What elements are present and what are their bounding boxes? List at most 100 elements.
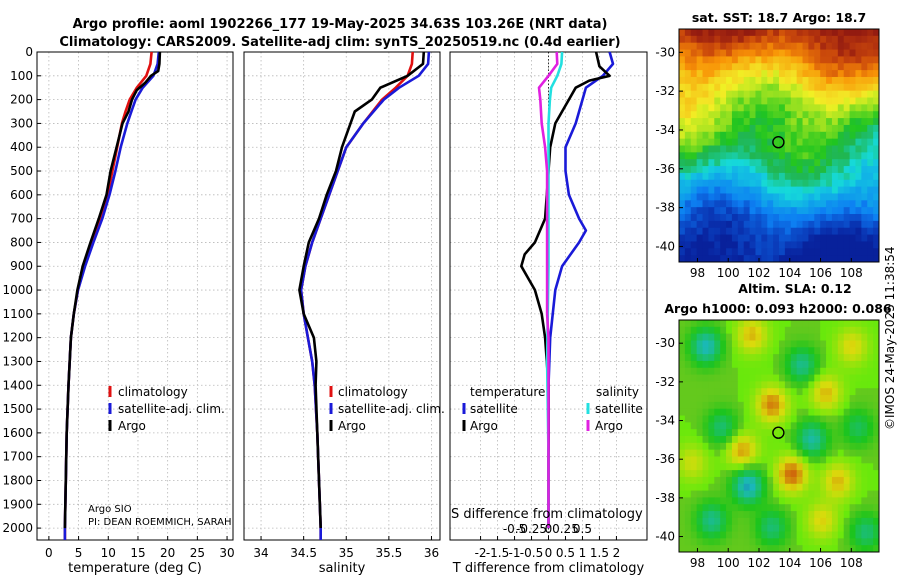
- heatmap-cell: [720, 166, 727, 174]
- heatmap-cell: [849, 524, 856, 533]
- heatmap-cell: [708, 214, 715, 222]
- heatmap-cell: [861, 159, 868, 167]
- heatmap-cell: [684, 63, 692, 71]
- heatmap-cell: [702, 476, 709, 485]
- heatmap-cell: [831, 367, 839, 376]
- heatmap-cell: [867, 517, 874, 526]
- heatmap-cell: [720, 360, 727, 369]
- heatmap-cell: [873, 524, 880, 533]
- heatmap-cell: [773, 172, 780, 181]
- heatmap-cell: [873, 463, 880, 471]
- heatmap-cell: [814, 42, 821, 51]
- heatmap-cell: [761, 49, 768, 57]
- heatmap-cell: [843, 29, 851, 37]
- heatmap-cell: [684, 172, 692, 181]
- heatmap-cell: [849, 360, 856, 369]
- heatmap-cell: [755, 166, 762, 174]
- heatmap-cell: [843, 214, 851, 222]
- heatmap-cell: [808, 241, 815, 249]
- heatmap-cell: [867, 483, 874, 492]
- heatmap-cell: [737, 97, 745, 105]
- heatmap-cell: [790, 401, 798, 410]
- heatmap-cell: [761, 152, 768, 160]
- legend-label-s-satellite: satellite: [595, 402, 643, 416]
- heatmap-cell: [790, 504, 798, 512]
- heatmap-cell: [684, 490, 692, 498]
- heatmap-cell: [814, 255, 821, 263]
- heatmap-cell: [814, 104, 821, 112]
- heatmap-cell: [796, 234, 804, 242]
- heatmap-cell: [849, 172, 856, 181]
- heatmap-cell: [702, 172, 709, 181]
- heatmap-cell: [837, 76, 845, 85]
- heatmap-cell: [814, 360, 821, 369]
- heatmap-cell: [820, 124, 827, 133]
- heatmap-cell: [831, 347, 839, 355]
- heatmap-cell: [761, 456, 768, 464]
- heatmap-cell: [696, 166, 704, 174]
- heatmap-cell: [814, 401, 821, 410]
- heatmap-cell: [861, 408, 868, 417]
- heatmap-cell: [726, 97, 733, 105]
- heatmap-cell: [767, 234, 774, 242]
- heatmap-cell: [773, 90, 780, 99]
- heatmap-cell: [790, 111, 798, 119]
- heatmap-cell: [808, 131, 815, 140]
- heatmap-cell: [749, 490, 756, 498]
- heatmap-cell: [855, 497, 862, 505]
- heatmap-cell: [790, 524, 798, 533]
- heatmap-cell: [696, 145, 704, 153]
- heatmap-cell: [837, 241, 845, 249]
- heatmap-cell: [755, 531, 762, 539]
- heatmap-cell: [690, 97, 698, 105]
- heatmap-cell: [708, 131, 715, 140]
- heatmap-cell: [708, 347, 715, 355]
- heatmap-cell: [708, 29, 715, 37]
- heatmap-cell: [837, 395, 845, 403]
- heatmap-cell: [773, 381, 780, 389]
- heatmap-cell: [873, 179, 880, 188]
- y-tick-label: -34: [655, 414, 675, 428]
- heatmap-cell: [861, 90, 868, 99]
- heatmap-cell: [708, 367, 715, 376]
- heatmap-cell: [779, 207, 786, 215]
- heatmap-cell: [796, 340, 804, 348]
- heatmap-cell: [749, 49, 756, 57]
- heatmap-cell: [684, 401, 692, 410]
- heatmap-cell: [755, 35, 762, 44]
- heatmap-cell: [796, 415, 804, 423]
- heatmap-cell: [755, 360, 762, 369]
- heatmap-cell: [714, 463, 721, 471]
- heatmap-cell: [690, 381, 698, 389]
- heatmap-cell: [831, 248, 839, 256]
- heatmap-cell: [779, 340, 786, 348]
- heatmap-cell: [702, 531, 709, 539]
- heatmap-cell: [720, 70, 727, 78]
- heatmap-cell: [761, 517, 768, 526]
- heatmap-cell: [820, 70, 827, 78]
- heatmap-cell: [837, 449, 845, 457]
- heatmap-cell: [802, 429, 809, 437]
- heatmap-cell: [814, 214, 821, 222]
- heatmap-cell: [773, 545, 780, 553]
- heatmap-cell: [808, 381, 815, 389]
- heatmap-cell: [761, 408, 768, 417]
- heatmap-cell: [690, 104, 698, 112]
- heatmap-cell: [861, 42, 868, 51]
- heatmap-cell: [826, 97, 833, 105]
- heatmap-cell: [773, 131, 780, 140]
- x-tick-label: -1.5: [486, 546, 509, 560]
- heatmap-cell: [731, 131, 739, 140]
- heatmap-cell: [726, 354, 733, 362]
- heatmap-cell: [861, 207, 868, 215]
- x-tick-label: 30: [219, 546, 234, 560]
- heatmap-cell: [714, 227, 721, 236]
- heatmap-cell: [690, 449, 698, 457]
- heatmap-cell: [826, 90, 833, 99]
- heatmap-cell: [849, 90, 856, 99]
- heatmap-cell: [708, 442, 715, 451]
- heatmap-cell: [837, 401, 845, 410]
- heatmap-cell: [796, 545, 804, 553]
- heatmap-cell: [702, 104, 709, 112]
- heatmap-cell: [808, 49, 815, 57]
